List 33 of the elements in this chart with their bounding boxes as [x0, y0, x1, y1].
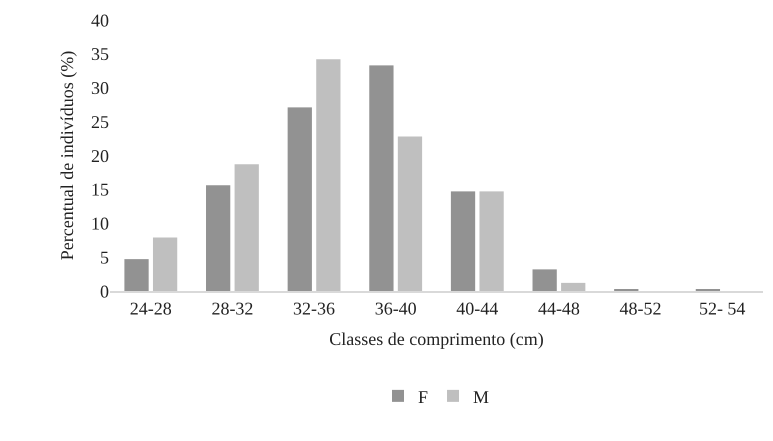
- bar: [398, 136, 422, 291]
- y-tick-label: 30: [91, 78, 109, 98]
- bar: [479, 191, 504, 291]
- y-tick-label: 10: [91, 214, 109, 234]
- x-tick-label: 48-52: [620, 298, 662, 318]
- bar: [369, 65, 394, 291]
- y-tick-label: 20: [91, 146, 109, 166]
- y-axis-title: Percentual de indivíduos (%): [57, 50, 78, 260]
- bar: [152, 237, 178, 291]
- legend-label: F: [418, 386, 428, 407]
- x-tick-label: 52- 54: [698, 298, 746, 318]
- x-axis-title: Classes de comprimento (cm): [329, 328, 544, 349]
- y-tick-label: 40: [91, 10, 109, 30]
- bar: [316, 59, 340, 291]
- bar: [288, 107, 312, 291]
- bar: [234, 164, 259, 291]
- x-tick-label: 44-48: [538, 298, 580, 318]
- y-tick-label: 15: [91, 180, 109, 200]
- bar: [450, 191, 476, 291]
- legend-label: M: [473, 386, 490, 407]
- bar: [124, 259, 149, 291]
- y-tick-label: 25: [91, 112, 109, 132]
- x-tick-label: 32-36: [293, 298, 336, 318]
- x-tick-label: 40-44: [456, 298, 498, 318]
- x-tick-label: 28-32: [211, 298, 254, 318]
- y-tick-label: 0: [100, 281, 109, 302]
- bar: [532, 269, 557, 291]
- x-tick-label: 36-40: [374, 298, 417, 318]
- y-tick-label: 35: [91, 44, 109, 64]
- y-tick-label: 5: [100, 247, 109, 268]
- bar: [561, 282, 586, 291]
- bar: [206, 185, 230, 291]
- x-tick-label: 24-28: [130, 298, 172, 318]
